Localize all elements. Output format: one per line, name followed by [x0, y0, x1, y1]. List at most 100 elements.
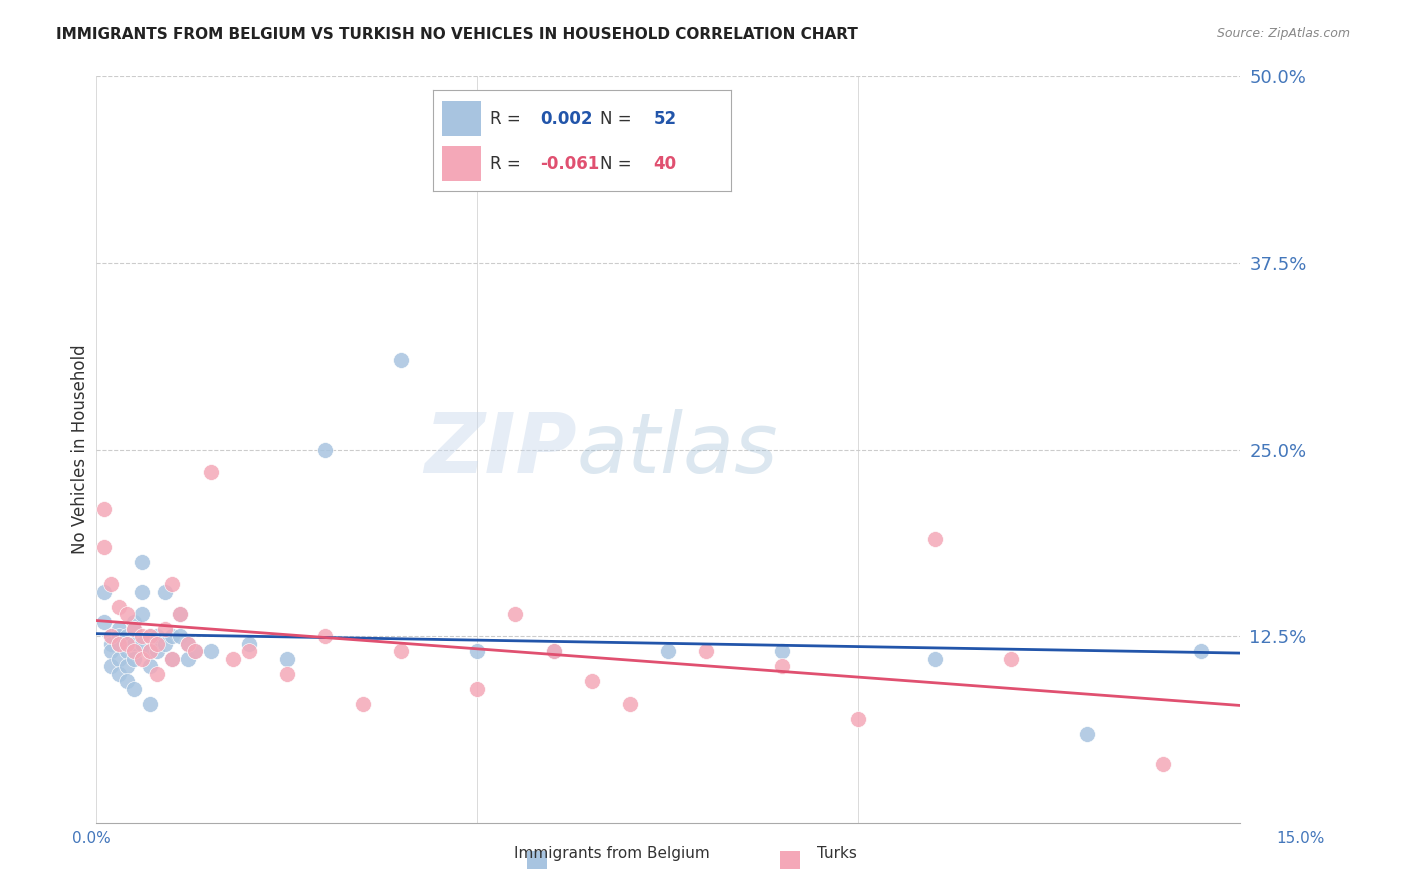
- Point: [100, 637, 122, 651]
- Point: [108, 652, 131, 666]
- Point: [770, 644, 793, 658]
- Point: [124, 615, 146, 629]
- Text: IMMIGRANTS FROM BELGIUM VS TURKISH NO VEHICLES IN HOUSEHOLD CORRELATION CHART: IMMIGRANTS FROM BELGIUM VS TURKISH NO VE…: [56, 27, 858, 42]
- Point: [138, 644, 160, 658]
- Point: [138, 659, 160, 673]
- Point: [162, 577, 184, 591]
- Point: [162, 652, 184, 666]
- Point: [176, 637, 198, 651]
- Point: [581, 674, 603, 689]
- Point: [131, 652, 153, 666]
- Point: [465, 681, 488, 696]
- Point: [108, 637, 131, 651]
- Point: [146, 637, 169, 651]
- Point: [314, 442, 336, 457]
- Point: [695, 644, 717, 658]
- Point: [352, 697, 374, 711]
- Point: [657, 644, 679, 658]
- Point: [543, 644, 565, 658]
- Point: [543, 644, 565, 658]
- Point: [200, 465, 222, 479]
- Point: [505, 607, 527, 621]
- Point: [153, 637, 176, 651]
- Point: [184, 644, 207, 658]
- Point: [100, 659, 122, 673]
- Point: [124, 652, 146, 666]
- Text: Turks: Turks: [817, 847, 856, 861]
- Point: [924, 652, 946, 666]
- Point: [770, 659, 793, 673]
- Point: [222, 652, 245, 666]
- Text: 0.0%: 0.0%: [72, 831, 111, 846]
- Point: [138, 644, 160, 658]
- Point: [169, 607, 191, 621]
- Point: [162, 652, 184, 666]
- Point: [146, 644, 169, 658]
- Point: [108, 622, 131, 636]
- Point: [131, 555, 153, 569]
- Point: [1191, 644, 1213, 658]
- Point: [389, 644, 412, 658]
- Point: [153, 622, 176, 636]
- Point: [108, 666, 131, 681]
- Point: [93, 615, 115, 629]
- Point: [153, 584, 176, 599]
- Point: [162, 630, 184, 644]
- Point: [314, 630, 336, 644]
- Point: [169, 607, 191, 621]
- Text: Source: ZipAtlas.com: Source: ZipAtlas.com: [1216, 27, 1350, 40]
- Point: [138, 697, 160, 711]
- Point: [619, 697, 641, 711]
- Point: [115, 630, 138, 644]
- Text: ZIP: ZIP: [423, 409, 576, 490]
- Text: atlas: atlas: [576, 409, 778, 490]
- Point: [100, 577, 122, 591]
- Point: [176, 652, 198, 666]
- Point: [124, 622, 146, 636]
- Point: [108, 630, 131, 644]
- Point: [276, 652, 298, 666]
- Point: [169, 630, 191, 644]
- Point: [93, 540, 115, 554]
- Point: [93, 584, 115, 599]
- Point: [924, 533, 946, 547]
- Point: [138, 630, 160, 644]
- Point: [276, 666, 298, 681]
- Point: [115, 659, 138, 673]
- Point: [115, 674, 138, 689]
- Point: [1152, 756, 1174, 771]
- Point: [131, 584, 153, 599]
- Point: [176, 637, 198, 651]
- Point: [115, 637, 138, 651]
- Point: [200, 644, 222, 658]
- Point: [115, 607, 138, 621]
- Point: [131, 630, 153, 644]
- Point: [100, 644, 122, 658]
- Y-axis label: No Vehicles in Household: No Vehicles in Household: [72, 344, 89, 554]
- Point: [1000, 652, 1022, 666]
- Point: [138, 630, 160, 644]
- Point: [93, 502, 115, 516]
- Point: [100, 630, 122, 644]
- Point: [124, 681, 146, 696]
- Point: [131, 637, 153, 651]
- Point: [1076, 727, 1098, 741]
- Point: [389, 352, 412, 367]
- Point: [146, 630, 169, 644]
- Point: [238, 637, 260, 651]
- Point: [115, 644, 138, 658]
- Point: [465, 644, 488, 658]
- Point: [124, 622, 146, 636]
- Point: [848, 712, 870, 726]
- Point: [146, 666, 169, 681]
- Point: [131, 607, 153, 621]
- Point: [108, 637, 131, 651]
- Point: [124, 637, 146, 651]
- Text: 15.0%: 15.0%: [1277, 831, 1324, 846]
- Text: Immigrants from Belgium: Immigrants from Belgium: [513, 847, 710, 861]
- Point: [115, 637, 138, 651]
- Point: [108, 599, 131, 614]
- Point: [124, 644, 146, 658]
- Point: [100, 630, 122, 644]
- Point: [238, 644, 260, 658]
